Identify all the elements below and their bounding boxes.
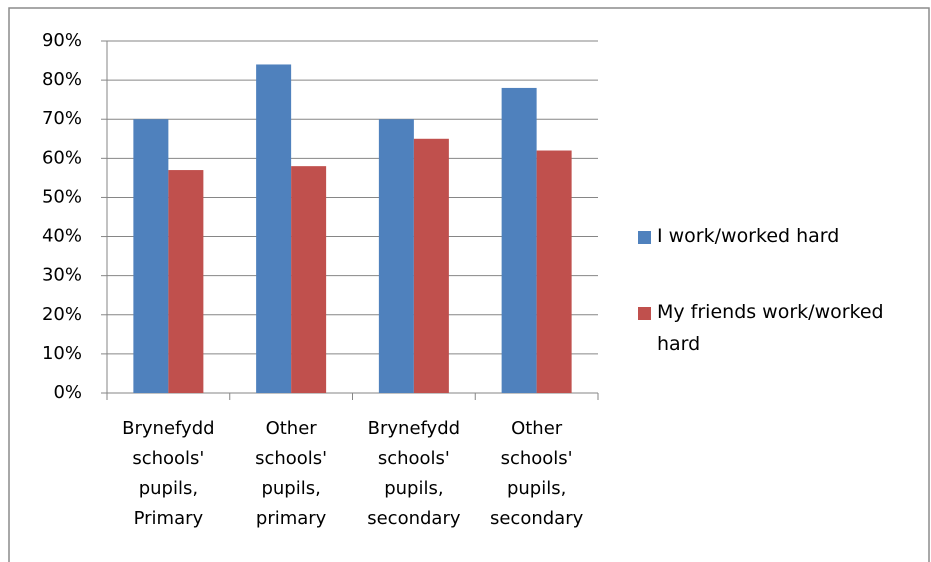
bar [378,119,414,393]
bar [256,64,292,393]
bar [291,166,327,393]
x-tick-label: Brynefydd schools' pupils, secondary [367,418,461,529]
legend-swatch [638,307,651,320]
y-tick-label: 0% [53,382,82,403]
y-tick-label: 30% [42,265,82,286]
y-tick-label: 90% [42,30,82,51]
y-tick-label: 40% [42,226,82,247]
y-tick-label: 80% [42,69,82,90]
y-tick-label: 70% [42,108,82,129]
legend-label: I work/worked hard [657,225,840,247]
y-tick-label: 20% [42,304,82,325]
y-tick-label: 10% [42,343,82,364]
chart-frame [8,7,930,562]
legend-label: My friends work/worked hard [657,301,884,355]
x-tick-label: Other schools' pupils, primary [255,418,328,529]
bar [536,150,572,393]
bar [413,138,449,393]
bar [168,170,204,393]
x-tick-label: Other schools' pupils, secondary [489,418,584,529]
legend-swatch [638,231,651,244]
bar [501,87,537,393]
x-tick-label: Brynefydd schools' pupils, Primary [122,418,215,529]
bar [133,119,169,393]
y-tick-label: 60% [42,147,82,168]
y-tick-label: 50% [42,186,82,207]
